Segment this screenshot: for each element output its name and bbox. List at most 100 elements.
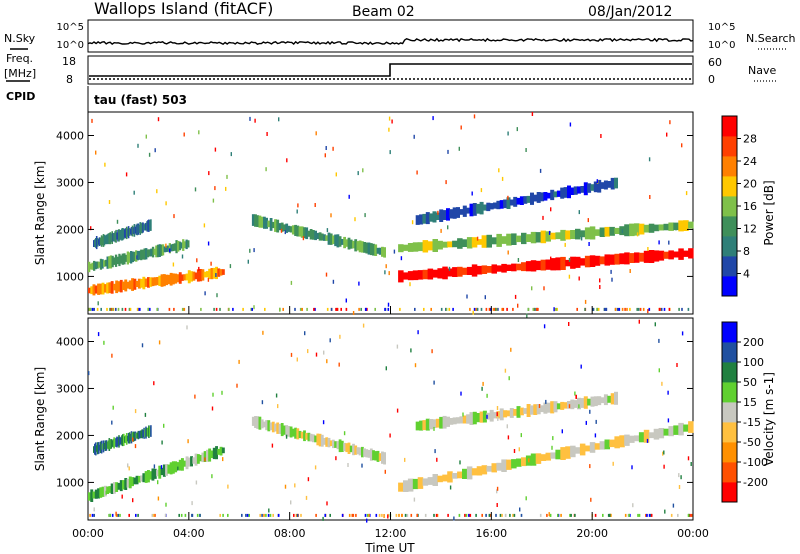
data-cell	[663, 428, 669, 436]
data-cell	[105, 234, 108, 245]
data-cell	[506, 233, 512, 246]
data-cell	[329, 513, 331, 517]
data-cell	[121, 435, 123, 446]
data-cell	[636, 232, 639, 237]
data-cell	[355, 513, 357, 517]
data-cell	[648, 513, 651, 517]
data-cell	[115, 280, 119, 294]
data-cell	[326, 228, 329, 233]
data-cell	[647, 309, 649, 314]
data-cell	[117, 229, 119, 242]
data-cell	[614, 307, 617, 311]
data-cell	[320, 233, 324, 241]
data-cell	[153, 277, 157, 286]
data-cell	[643, 224, 650, 233]
data-cell	[225, 186, 227, 191]
data-cell	[476, 236, 479, 241]
data-cell	[638, 223, 645, 235]
data-cell	[94, 285, 98, 294]
data-cell	[479, 201, 484, 215]
data-cell	[114, 438, 116, 447]
data-cell	[287, 426, 291, 437]
data-cell	[182, 239, 185, 251]
data-cell	[568, 274, 571, 279]
data-cell	[530, 260, 537, 272]
data-cell	[365, 449, 369, 458]
data-cell	[157, 117, 160, 122]
data-cell	[439, 416, 444, 429]
data-cell	[519, 507, 521, 512]
data-cell	[511, 263, 517, 272]
data-cell	[320, 434, 324, 447]
data-cell	[551, 445, 553, 450]
data-cell	[447, 513, 449, 517]
data-cell	[315, 352, 318, 357]
data-cell	[206, 449, 209, 462]
data-cell	[530, 192, 534, 205]
data-cell	[210, 268, 214, 280]
data-cell	[177, 240, 180, 252]
data-cell	[135, 224, 138, 235]
data-cell	[503, 410, 508, 418]
data-cell	[332, 279, 335, 284]
data-cell	[587, 398, 592, 406]
data-cell	[101, 443, 104, 450]
data-cell	[285, 223, 289, 233]
data-cell	[143, 224, 145, 231]
data-cell	[123, 253, 126, 265]
data-cell	[154, 148, 156, 153]
data-cell	[447, 268, 453, 277]
x-tick-label: 08:00	[274, 527, 306, 540]
data-cell	[503, 199, 508, 209]
data-cell	[514, 294, 517, 299]
data-cell	[157, 480, 159, 485]
data-cell	[484, 295, 486, 300]
data-cell	[145, 222, 147, 231]
data-cell	[278, 423, 282, 434]
data-cell	[550, 207, 552, 212]
data-cell	[513, 449, 516, 453]
data-cell	[381, 513, 383, 517]
data-cell	[550, 232, 556, 240]
data-cell	[326, 359, 328, 364]
data-cell	[181, 254, 184, 259]
data-cell	[567, 185, 571, 199]
data-cell	[496, 462, 502, 471]
data-cell	[482, 204, 487, 211]
data-cell	[251, 214, 255, 226]
data-cell	[131, 225, 134, 237]
data-cell	[114, 254, 118, 267]
data-cell	[496, 233, 502, 247]
data-cell	[385, 366, 387, 371]
data-cell	[276, 422, 280, 434]
data-cell	[284, 230, 286, 235]
data-cell	[330, 307, 333, 311]
data-cell	[678, 473, 680, 478]
data-cell	[191, 501, 193, 506]
data-cell	[523, 196, 528, 204]
data-cell	[107, 233, 110, 245]
data-cell	[192, 271, 196, 281]
data-cell	[174, 273, 178, 284]
data-cell	[156, 307, 158, 311]
data-cell	[364, 513, 367, 517]
data-cell	[384, 469, 386, 474]
data-cell	[306, 307, 308, 311]
data-cell	[560, 513, 562, 517]
data-cell	[653, 428, 660, 440]
data-cell	[133, 251, 136, 262]
data-cell	[624, 252, 630, 265]
data-cell	[501, 307, 503, 311]
y-tick-label: 1000	[56, 270, 84, 283]
data-cell	[634, 223, 640, 236]
data-cell	[476, 413, 481, 423]
data-cell	[573, 186, 578, 195]
data-cell	[488, 513, 491, 517]
data-cell	[648, 223, 655, 233]
data-cell	[115, 307, 117, 311]
data-cell	[472, 411, 477, 425]
data-cell	[307, 477, 310, 482]
data-cell	[270, 218, 272, 223]
data-cell	[521, 232, 527, 245]
